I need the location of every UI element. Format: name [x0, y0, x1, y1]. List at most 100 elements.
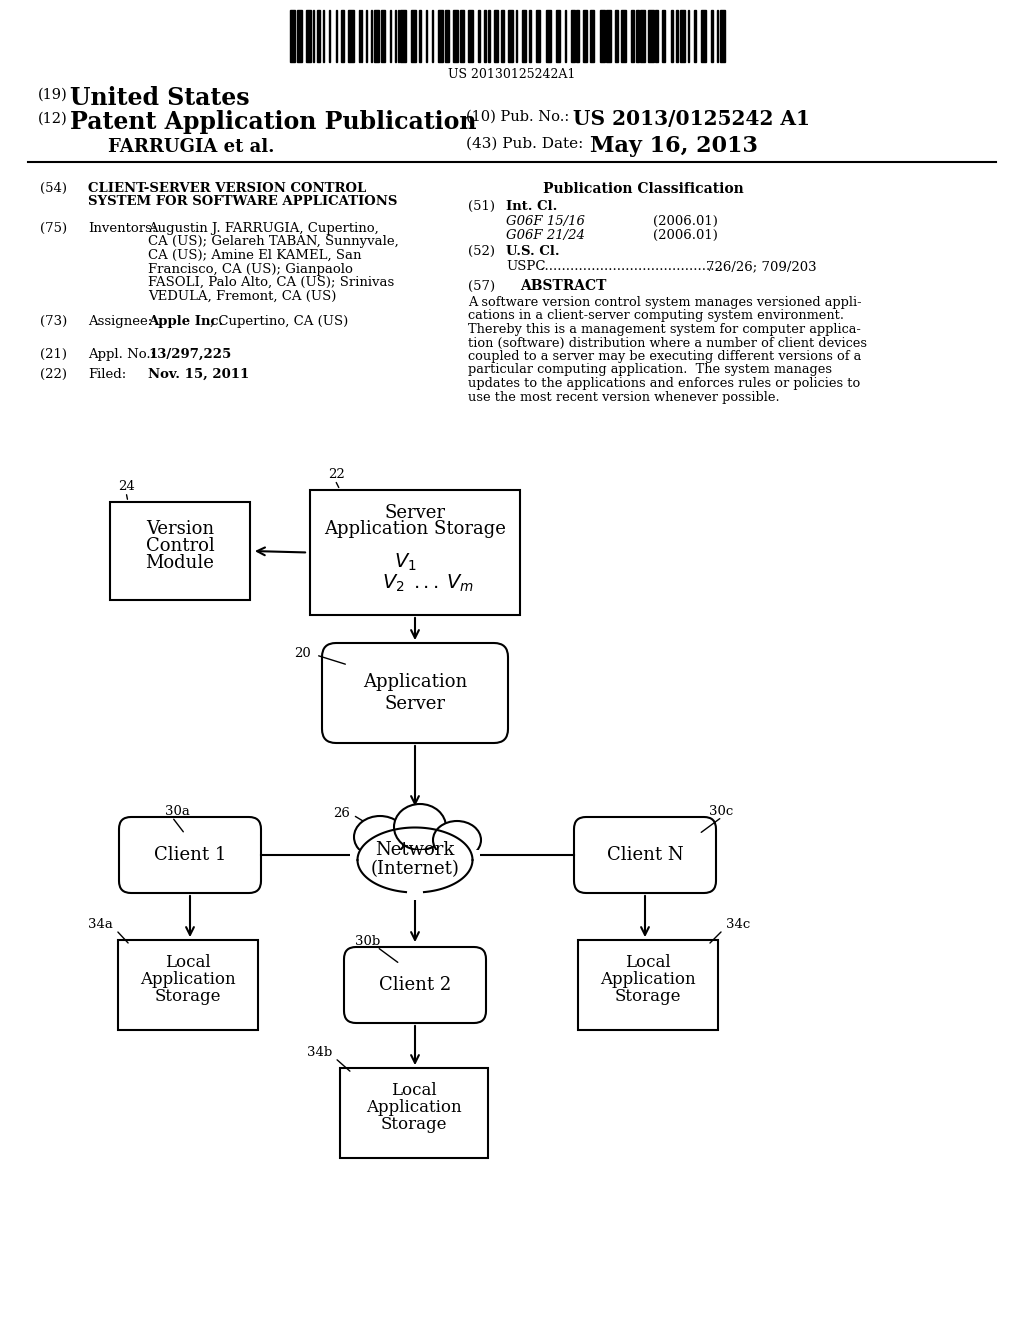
Bar — [341, 11, 344, 62]
Text: 34c: 34c — [726, 917, 751, 931]
Bar — [460, 11, 464, 62]
Text: cations in a client-server computing system environment.: cations in a client-server computing sys… — [468, 309, 844, 322]
Ellipse shape — [433, 821, 481, 859]
Bar — [546, 11, 551, 62]
Bar — [640, 11, 645, 62]
Text: Application: Application — [367, 1100, 462, 1115]
Text: $...\,V_m$: $...\,V_m$ — [413, 573, 474, 594]
Text: 26: 26 — [333, 807, 350, 820]
Ellipse shape — [357, 828, 472, 892]
Bar — [454, 11, 458, 62]
Text: Francisco, CA (US); Gianpaolo: Francisco, CA (US); Gianpaolo — [148, 263, 353, 276]
Text: $V_2$: $V_2$ — [382, 573, 406, 594]
Text: Local: Local — [165, 954, 211, 972]
Text: FASOLI, Palo Alto, CA (US); Srinivas: FASOLI, Palo Alto, CA (US); Srinivas — [148, 276, 394, 289]
Text: 13/297,225: 13/297,225 — [148, 348, 231, 360]
Text: May 16, 2013: May 16, 2013 — [590, 135, 758, 157]
Text: Application Storage: Application Storage — [324, 520, 506, 539]
Text: 30b: 30b — [355, 935, 380, 948]
Bar — [432, 11, 433, 62]
Text: Storage: Storage — [381, 1115, 447, 1133]
Text: US 2013/0125242 A1: US 2013/0125242 A1 — [573, 110, 810, 129]
Text: (Internet): (Internet) — [371, 861, 460, 878]
Bar — [350, 850, 480, 900]
Bar — [577, 11, 580, 62]
Text: VEDULA, Fremont, CA (US): VEDULA, Fremont, CA (US) — [148, 289, 336, 302]
FancyBboxPatch shape — [344, 946, 486, 1023]
Bar — [522, 11, 526, 62]
Text: (22): (22) — [40, 368, 67, 381]
Text: CA (US); Gelareh TABAN, Sunnyvale,: CA (US); Gelareh TABAN, Sunnyvale, — [148, 235, 398, 248]
Text: Local: Local — [626, 954, 671, 972]
Text: particular computing application.  The system manages: particular computing application. The sy… — [468, 363, 831, 376]
Text: Client N: Client N — [606, 846, 683, 865]
Text: U.S. Cl.: U.S. Cl. — [506, 246, 560, 257]
Bar — [398, 11, 399, 62]
Bar — [488, 11, 490, 62]
FancyBboxPatch shape — [322, 643, 508, 743]
Bar — [118, 940, 258, 1030]
Text: 24: 24 — [118, 480, 135, 492]
Text: United States: United States — [70, 86, 250, 110]
Bar — [494, 11, 498, 62]
Text: (57): (57) — [468, 280, 496, 293]
Text: Publication Classification: Publication Classification — [543, 182, 743, 195]
Ellipse shape — [354, 816, 406, 858]
Text: updates to the applications and enforces rules or policies to: updates to the applications and enforces… — [468, 378, 860, 389]
Bar — [701, 11, 706, 62]
Text: , Cupertino, CA (US): , Cupertino, CA (US) — [210, 315, 348, 327]
Bar — [508, 11, 513, 62]
Bar — [371, 11, 372, 62]
Text: (75): (75) — [40, 222, 68, 235]
Text: (2006.01): (2006.01) — [653, 228, 718, 242]
Bar — [721, 11, 725, 62]
Text: (52): (52) — [468, 246, 495, 257]
Text: CA (US); Amine El KAMEL, San: CA (US); Amine El KAMEL, San — [148, 249, 361, 261]
Text: Network: Network — [376, 841, 455, 859]
Text: USPC: USPC — [506, 260, 546, 273]
Text: Nov. 15, 2011: Nov. 15, 2011 — [148, 368, 249, 381]
Text: (43) Pub. Date:: (43) Pub. Date: — [466, 137, 584, 150]
Text: Application: Application — [600, 972, 696, 987]
Bar — [711, 11, 713, 62]
Text: 30c: 30c — [709, 805, 733, 818]
Bar — [680, 11, 685, 62]
Text: ...........................................: ........................................… — [536, 260, 723, 273]
Text: 34b: 34b — [307, 1045, 332, 1059]
Bar — [313, 11, 314, 62]
Bar — [374, 11, 379, 62]
Text: Application: Application — [140, 972, 236, 987]
Bar — [390, 11, 391, 62]
Text: Application: Application — [362, 673, 467, 690]
Bar — [556, 11, 560, 62]
Bar — [654, 11, 657, 62]
Bar — [590, 11, 594, 62]
Bar — [336, 11, 337, 62]
Bar — [359, 11, 360, 62]
Bar — [717, 11, 719, 62]
Text: 22: 22 — [328, 469, 345, 480]
Text: (2006.01): (2006.01) — [653, 215, 718, 228]
Bar — [501, 11, 504, 62]
Bar — [516, 11, 517, 62]
Text: Storage: Storage — [155, 987, 221, 1005]
Bar — [395, 11, 396, 62]
Bar — [367, 11, 368, 62]
Bar — [671, 11, 673, 62]
Bar — [381, 11, 385, 62]
Bar — [648, 11, 653, 62]
Text: Version: Version — [146, 520, 214, 539]
FancyBboxPatch shape — [574, 817, 716, 894]
Text: Appl. No.:: Appl. No.: — [88, 348, 155, 360]
Bar — [632, 11, 634, 62]
Bar — [290, 11, 295, 62]
Text: 726/26; 709/203: 726/26; 709/203 — [706, 260, 816, 273]
Bar — [636, 11, 639, 62]
Bar — [411, 11, 416, 62]
Bar — [583, 11, 587, 62]
Text: 20: 20 — [294, 647, 310, 660]
Text: (54): (54) — [40, 182, 67, 195]
Bar — [400, 11, 406, 62]
FancyBboxPatch shape — [119, 817, 261, 894]
Bar — [426, 11, 427, 62]
